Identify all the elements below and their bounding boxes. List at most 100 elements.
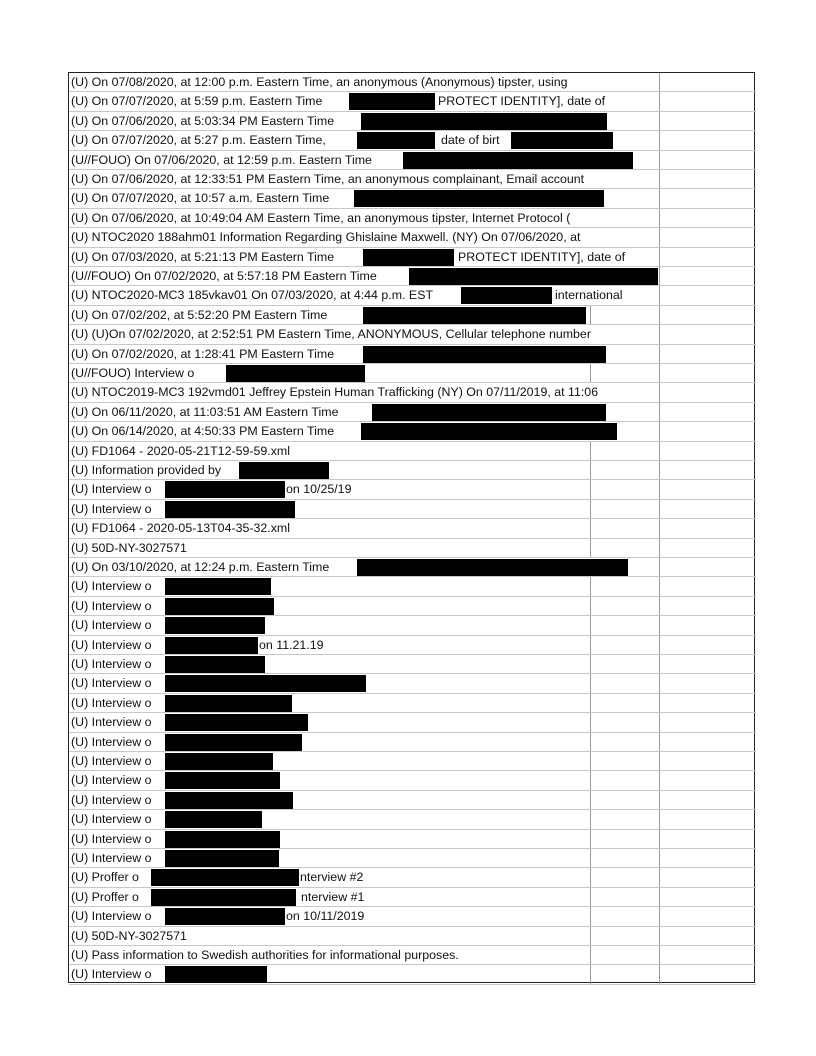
column-divider bbox=[659, 170, 660, 189]
column-divider bbox=[659, 868, 660, 887]
column-divider bbox=[590, 829, 591, 848]
row-text: (U//FOUO) Interview o bbox=[71, 366, 195, 380]
column-divider bbox=[659, 305, 660, 325]
table-row: (U) Proffer o nterview #2 bbox=[69, 868, 756, 888]
row-text-continued: on 11.21.19 bbox=[259, 637, 324, 652]
redaction-box bbox=[165, 753, 273, 770]
redaction-box bbox=[363, 345, 606, 363]
redaction-box bbox=[151, 888, 296, 906]
table-row: (U) Interview o bbox=[69, 655, 756, 675]
column-divider bbox=[659, 150, 660, 169]
column-divider bbox=[659, 616, 660, 635]
table-row: (U) On 07/08/2020, at 12:00 p.m. Eastern… bbox=[69, 73, 756, 93]
table-row: (U) Proffer o nterview #1 bbox=[69, 887, 756, 908]
row-text: (U) On 06/11/2020, at 11:03:51 AM Easter… bbox=[71, 404, 339, 419]
row-text: (U//FOUO) On 07/06/2020, at 12:59 p.m. E… bbox=[71, 152, 372, 167]
column-divider bbox=[590, 810, 591, 829]
redaction-box bbox=[165, 830, 280, 848]
redaction-box bbox=[165, 733, 302, 751]
column-divider bbox=[659, 771, 660, 790]
table-row: (U) Interview o on 10/25/19 bbox=[69, 480, 756, 500]
row-text: (U) FD1064 - 2020-05-13T04-35-32.xml bbox=[71, 521, 290, 536]
column-divider bbox=[659, 596, 660, 616]
column-divider bbox=[659, 519, 660, 538]
redaction-box bbox=[239, 462, 329, 479]
row-text: (U) Interview o bbox=[71, 676, 152, 691]
table-row: (U) Interview o bbox=[69, 577, 756, 597]
row-text: (U) On 07/06/2020, at 5:03:34 PM Eastern… bbox=[71, 113, 335, 128]
table-row: (U) On 07/06/2020, at 10:49:04 AM Easter… bbox=[69, 208, 756, 229]
redaction-box bbox=[511, 132, 613, 150]
table-row: (U//FOUO) On 07/06/2020, at 12:59 p.m. E… bbox=[69, 150, 756, 170]
row-text: (U) Interview o bbox=[71, 695, 152, 710]
column-divider bbox=[659, 402, 660, 422]
column-divider bbox=[590, 519, 591, 538]
column-divider bbox=[659, 461, 660, 480]
column-divider bbox=[590, 441, 591, 460]
column-divider bbox=[659, 286, 660, 305]
column-divider bbox=[659, 480, 660, 499]
column-divider bbox=[659, 752, 660, 771]
row-text-continued: PROTECT IDENTITY], date of bbox=[438, 94, 606, 109]
column-divider bbox=[590, 577, 591, 596]
row-text: (U) Interview o bbox=[71, 715, 152, 730]
redaction-box bbox=[165, 656, 265, 673]
table-row: (U) On 07/06/2020, at 5:03:34 PM Eastern… bbox=[69, 111, 756, 132]
column-divider bbox=[590, 693, 591, 713]
row-text: (U) Interview o bbox=[71, 754, 152, 768]
row-text: (U) Interview o bbox=[71, 812, 152, 827]
table-row: (U) Interview o on 10/11/2019 bbox=[69, 907, 756, 927]
column-divider bbox=[659, 829, 660, 848]
column-divider bbox=[659, 674, 660, 693]
row-text: (U) NTOC2020 188ahm01 Information Regard… bbox=[71, 230, 581, 245]
column-divider bbox=[659, 499, 660, 519]
column-divider bbox=[659, 693, 660, 713]
column-divider bbox=[590, 305, 591, 325]
row-text: (U) NTOC2019-MC3 192vmd01 Jeffrey Epstei… bbox=[71, 385, 599, 400]
redaction-box bbox=[165, 791, 293, 809]
redaction-box bbox=[409, 268, 658, 285]
table-row: (U) Interview o bbox=[69, 752, 756, 772]
column-divider bbox=[659, 577, 660, 596]
table-row: (U) Pass information to Swedish authorit… bbox=[69, 946, 756, 966]
column-divider bbox=[590, 752, 591, 771]
column-divider bbox=[590, 635, 591, 654]
table-row: (U) (U)On 07/02/2020, at 2:52:51 PM East… bbox=[69, 325, 756, 345]
column-divider bbox=[659, 92, 660, 111]
row-text: (U) Proffer o bbox=[71, 889, 139, 904]
table-row: (U) Interview o bbox=[69, 693, 756, 714]
table-row: (U) Interview o bbox=[69, 674, 756, 694]
redaction-box bbox=[165, 578, 271, 596]
row-text: (U) On 07/07/2020, at 5:27 p.m. Eastern … bbox=[71, 133, 326, 148]
row-text: (U) On 07/03/2020, at 5:21:13 PM Eastern… bbox=[71, 249, 335, 264]
column-divider bbox=[590, 538, 591, 557]
table-row: (U) FD1064 - 2020-05-21T12-59-59.xml bbox=[69, 441, 756, 461]
row-text: (U) Interview o bbox=[71, 637, 152, 652]
redaction-box bbox=[165, 714, 308, 732]
row-text: (U) NTOC2020-MC3 185vkav01 On 07/03/2020… bbox=[71, 288, 434, 303]
column-divider bbox=[659, 907, 660, 926]
column-divider bbox=[659, 189, 660, 208]
redaction-box bbox=[226, 365, 365, 382]
row-text: (U) On 07/06/2020, at 12:33:51 PM Easter… bbox=[71, 172, 585, 186]
column-divider bbox=[659, 208, 660, 228]
row-text: (U) Interview o bbox=[71, 734, 152, 749]
table-row: (U) On 06/11/2020, at 11:03:51 AM Easter… bbox=[69, 402, 756, 423]
table-row: (U) Information provided by bbox=[69, 461, 756, 481]
column-divider bbox=[659, 267, 660, 286]
redaction-box bbox=[165, 966, 267, 984]
table-row: (U) Interview o bbox=[69, 810, 756, 830]
records-table: (U) On 07/08/2020, at 12:00 p.m. Eastern… bbox=[68, 72, 756, 985]
column-divider bbox=[590, 674, 591, 693]
row-text: (U) On 07/02/2020, at 1:28:41 PM Eastern… bbox=[71, 346, 335, 361]
column-divider bbox=[590, 364, 591, 383]
row-text: (U) Interview o bbox=[71, 482, 152, 497]
row-text: (U) Interview o bbox=[71, 831, 152, 846]
column-divider bbox=[659, 247, 660, 266]
redaction-box bbox=[372, 403, 606, 421]
redaction-box bbox=[165, 811, 262, 829]
column-divider bbox=[590, 480, 591, 499]
column-divider bbox=[659, 655, 660, 674]
table-row: (U) FD1064 - 2020-05-13T04-35-32.xml bbox=[69, 519, 756, 539]
column-divider bbox=[590, 965, 591, 984]
